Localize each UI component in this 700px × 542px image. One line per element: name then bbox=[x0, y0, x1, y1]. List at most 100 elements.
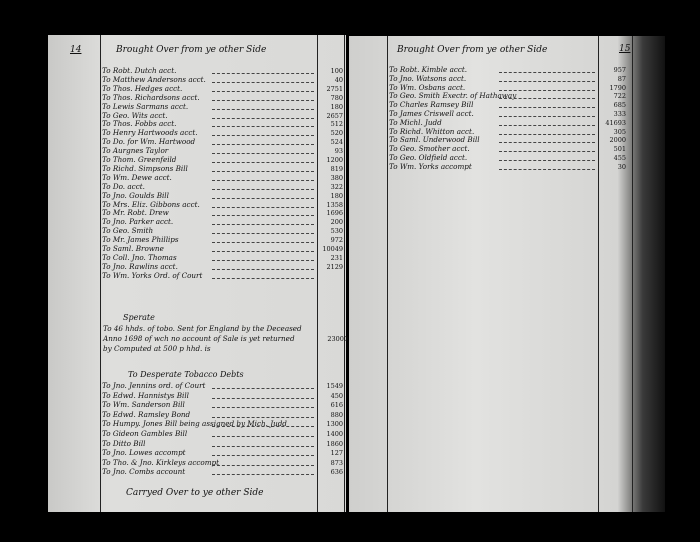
leader-dashes bbox=[212, 108, 314, 110]
leader-dashes bbox=[212, 179, 314, 181]
entry-text: To Jno. Jennins ord. of Court bbox=[102, 381, 206, 390]
amount-column-rule bbox=[317, 35, 318, 512]
leader-dashes bbox=[212, 81, 314, 83]
entry-text: To Mr. James Phillips bbox=[102, 235, 179, 245]
entry-text: To Humpy. Jones Bill being assigned by M… bbox=[102, 419, 287, 429]
leader-dashes bbox=[499, 89, 595, 91]
entry-amount: 780 bbox=[330, 93, 343, 102]
leader-dashes bbox=[499, 160, 595, 161]
leader-dashes bbox=[212, 397, 314, 399]
entry-text: To Lewis Sarmans acct. bbox=[102, 101, 189, 111]
sperate-line: Anno 1698 of wch no account of Sale is y… bbox=[103, 334, 295, 343]
desperate-heading: To Desperate Tobacco Debts bbox=[128, 370, 244, 379]
entry-amount: 450 bbox=[330, 391, 343, 400]
leader-dashes bbox=[212, 277, 314, 279]
leader-dashes bbox=[499, 133, 595, 135]
entry-amount: 1300 bbox=[326, 420, 343, 429]
entry-amount: 957 bbox=[613, 66, 626, 74]
amount-column-rule bbox=[632, 36, 633, 512]
entry-amount: 380 bbox=[330, 173, 343, 182]
entry-text: To Richd. Whitton acct. bbox=[389, 126, 475, 136]
entry-text: To Robt. Dutch acct. bbox=[102, 66, 177, 75]
entry-amount: 40 bbox=[334, 75, 343, 84]
entry-amount: 1400 bbox=[326, 430, 343, 438]
entry-text: To Michl. Judd bbox=[389, 117, 442, 127]
heading: Brought Over from ye other Side bbox=[116, 45, 267, 55]
entry-amount: 2657 bbox=[326, 111, 343, 120]
leader-dashes bbox=[212, 99, 314, 101]
entry-amount: 2129 bbox=[326, 262, 343, 271]
entry-text: To Geo. Wits acct. bbox=[102, 110, 168, 120]
entry-text: To Do. acct. bbox=[102, 181, 145, 191]
entry-text: To Thos. Fobbs acct. bbox=[102, 119, 177, 129]
entry-text: To Jno. Watsons acct. bbox=[389, 73, 467, 83]
leader-dashes bbox=[212, 474, 314, 476]
leader-dashes bbox=[212, 445, 314, 447]
leader-dashes bbox=[499, 72, 595, 73]
entry-amount: 972 bbox=[330, 236, 343, 245]
leader-dashes bbox=[212, 206, 314, 208]
entry-amount: 30 bbox=[617, 162, 626, 171]
entry-amount: 616 bbox=[330, 401, 343, 410]
entry-amount: 1549 bbox=[326, 382, 343, 390]
entry-text: To Geo. Smother acct. bbox=[389, 144, 470, 154]
entry-amount: 501 bbox=[613, 145, 626, 154]
leader-dashes bbox=[212, 197, 314, 199]
entry-amount: 722 bbox=[613, 92, 626, 101]
entry-text: To Geo. Oldfield acct. bbox=[389, 153, 468, 162]
entry-text: To Jno. Goulds Bill bbox=[102, 190, 169, 200]
entry-amount: 1790 bbox=[609, 83, 626, 92]
entry-amount: 322 bbox=[330, 182, 343, 191]
sperate-heading: Sperate bbox=[123, 313, 155, 322]
sperate-line: To 46 hhds. of tobo. Sent for England by… bbox=[103, 324, 302, 333]
entry-text: To Robt. Kimble acct. bbox=[389, 65, 468, 74]
amount-column-rule bbox=[344, 35, 345, 512]
entry-text: To Henry Hartwoods acct. bbox=[102, 128, 198, 138]
entry-text: To Mrs. Eliz. Gibbons acct. bbox=[102, 199, 200, 209]
entry-amount: 880 bbox=[330, 410, 343, 419]
leader-dashes bbox=[212, 135, 314, 137]
leader-dashes bbox=[212, 117, 314, 119]
leader-dashes bbox=[212, 436, 314, 437]
entry-amount: 127 bbox=[330, 449, 343, 458]
entry-text: To Wm. Yorks Ord. of Court bbox=[102, 270, 203, 280]
margin-rule bbox=[100, 35, 101, 512]
leader-dashes bbox=[212, 388, 314, 389]
entry-text: To Saml. Browne bbox=[102, 244, 164, 253]
entry-amount: 1358 bbox=[326, 200, 343, 209]
leader-dashes bbox=[212, 170, 314, 172]
leader-dashes bbox=[212, 455, 314, 457]
entry-text: To Thom. Greenfeild bbox=[102, 155, 177, 164]
leader-dashes bbox=[212, 426, 314, 428]
entry-amount: 305 bbox=[613, 127, 626, 136]
entry-amount: 93 bbox=[334, 147, 343, 156]
leader-dashes bbox=[499, 116, 595, 117]
heading: Brought Over from ye other Side bbox=[397, 45, 548, 55]
leader-dashes bbox=[212, 188, 314, 190]
leader-dashes bbox=[212, 233, 314, 235]
entry-text: To Wm. Dewe acct. bbox=[102, 172, 172, 182]
entry-text: To Mr. Robt. Drew bbox=[102, 208, 169, 218]
entry-amount: 530 bbox=[330, 227, 343, 236]
entry-amount: 520 bbox=[330, 129, 343, 138]
entry-amount: 231 bbox=[330, 253, 343, 262]
entry-amount: 636 bbox=[330, 468, 343, 477]
entry-text: To Tho. & Jno. Kirkleys accompt bbox=[102, 457, 220, 467]
leader-dashes bbox=[499, 168, 595, 170]
entry-text: To Geo. Smith bbox=[102, 226, 154, 236]
entry-amount: 41693 bbox=[605, 118, 626, 127]
entry-text: To Jno. Lowes accompt bbox=[102, 448, 186, 458]
sperate-line: by Computed at 500 p hhd. is bbox=[103, 344, 211, 353]
entry-text: To Edwd. Hannistys Bill bbox=[102, 390, 189, 400]
entry-text: To Ditto Bill bbox=[102, 438, 146, 448]
sperate-amount: 23000 bbox=[327, 335, 348, 343]
leader-dashes bbox=[212, 153, 314, 155]
leader-dashes bbox=[212, 162, 314, 163]
leader-dashes bbox=[212, 407, 314, 409]
entry-amount: 1860 bbox=[326, 439, 343, 448]
entry-text: To Jno. Combs account bbox=[102, 467, 186, 477]
entry-text: To Gideon Gambles Bill bbox=[102, 429, 188, 438]
leader-dashes bbox=[212, 215, 314, 217]
entry-text: To Coll. Jno. Thomas bbox=[102, 252, 177, 262]
entry-amount: 10049 bbox=[322, 245, 343, 253]
